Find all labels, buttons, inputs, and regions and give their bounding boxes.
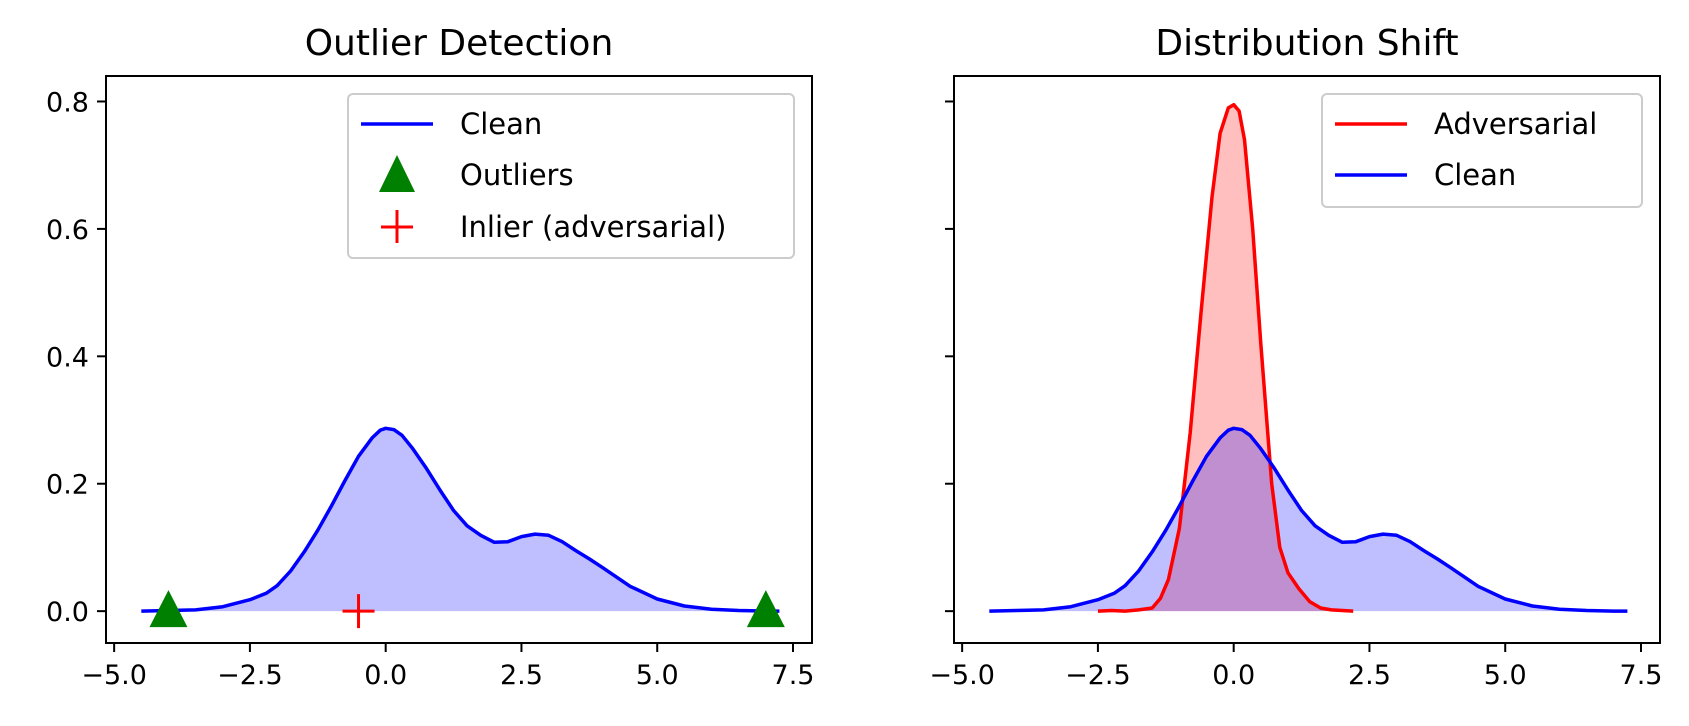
legend-label-clean: Clean (460, 107, 542, 141)
legend-frame (347, 93, 795, 259)
x-tick-label: −2.5 (217, 660, 283, 691)
x-tick-label: 2.5 (1348, 660, 1391, 691)
chart-title: Distribution Shift (1155, 23, 1458, 64)
inlier-point (342, 594, 375, 629)
legend-label-inlier: Inlier (adversarial) (460, 210, 726, 244)
panel-outlier-detection: Outlier Detection −5.0 −2.5 0.0 2.5 5.0 7.5 0.… (46, 23, 814, 691)
y-tick-label: 0.0 (46, 597, 89, 628)
x-tick-label: 7.5 (1620, 660, 1663, 691)
plot-area (989, 102, 1628, 613)
x-tick-label: 5.0 (1484, 660, 1527, 691)
x-tick-label: 7.5 (772, 660, 815, 691)
legend: Adversarial Clean (1321, 93, 1643, 208)
legend: Clean Outliers Inlier (adversarial) (347, 93, 795, 259)
x-tick-label: 0.0 (364, 660, 407, 691)
axes-frame (105, 75, 813, 644)
outlier-point (149, 590, 188, 628)
y-tick-label: 0.2 (46, 470, 89, 501)
outlier-point (746, 590, 785, 628)
y-tick-label: 0.8 (46, 87, 89, 118)
x-tick-label: 2.5 (500, 660, 543, 691)
area-fill-adversarial (1097, 104, 1354, 612)
axis-ticks: −5.0 −2.5 0.0 2.5 5.0 7.5 (929, 100, 1663, 691)
legend-label-outliers: Outliers (460, 158, 574, 192)
legend-label-clean: Clean (1434, 158, 1516, 192)
x-tick-label: −5.0 (81, 660, 147, 691)
legend-label-adversarial: Adversarial (1434, 107, 1597, 141)
x-tick-label: −2.5 (1065, 660, 1131, 691)
y-tick-label: 0.6 (46, 215, 89, 246)
chart-title: Outlier Detection (305, 23, 614, 64)
series-line-adversarial (1097, 102, 1354, 613)
legend-marker-outliers (379, 155, 415, 192)
x-tick-label: −5.0 (929, 660, 995, 691)
x-tick-label: 5.0 (636, 660, 679, 691)
y-tick-label: 0.4 (46, 342, 89, 373)
series-line-clean (989, 426, 1628, 613)
panel-distribution-shift: Distribution Shift −5.0 −2.5 0.0 2.5 5.0 7.5 … (929, 23, 1662, 691)
series-line-clean (141, 426, 780, 613)
axis-ticks: −5.0 −2.5 0.0 2.5 5.0 7.5 0.0 0.2 0.4 0.6 0.8 (46, 87, 814, 691)
legend-marker-inlier (381, 210, 413, 243)
x-tick-label: 0.0 (1212, 660, 1255, 691)
plot-area (141, 426, 785, 629)
axes-frame (953, 75, 1661, 644)
